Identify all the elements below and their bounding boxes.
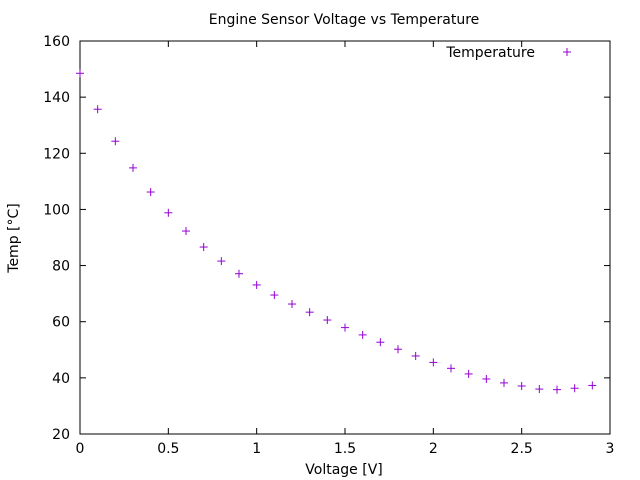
data-point: [76, 69, 84, 78]
y-tick-label: 60: [52, 315, 70, 331]
chart-title: Engine Sensor Voltage vs Temperature: [209, 12, 480, 28]
x-tick-label: 0.5: [157, 441, 179, 457]
data-point: [464, 369, 473, 378]
y-tick-label: 20: [52, 427, 70, 443]
data-point: [288, 300, 296, 309]
data-point: [553, 385, 561, 394]
legend: Temperature: [445, 45, 571, 61]
y-axis-ticks: [80, 40, 610, 435]
legend-marker: [563, 48, 571, 56]
data-point: [411, 351, 420, 360]
data-point: [111, 137, 120, 146]
data-point: [146, 188, 155, 197]
data-point: [217, 257, 226, 266]
data-point: [164, 208, 173, 217]
plot-frame: [79, 40, 611, 435]
data-point: [93, 105, 102, 114]
x-tick-label: 2: [429, 441, 438, 457]
y-axis-label: Temp [°C]: [6, 203, 22, 273]
data-point: [535, 385, 544, 394]
data-point: [588, 381, 597, 390]
x-tick-label: 2.5: [511, 441, 533, 457]
x-tick-label: 3: [606, 441, 615, 457]
data-point: [182, 227, 190, 236]
data-point: [447, 364, 455, 373]
data-point: [376, 338, 385, 347]
data-point: [500, 378, 508, 387]
x-tick-label: 1: [252, 441, 261, 457]
data-point: [358, 330, 367, 339]
legend-entry-label: Temperature: [445, 45, 535, 61]
x-axis-label: Voltage [V]: [305, 462, 382, 478]
y-axis-tick-labels: 20 40 60 80 100 120 140 160: [43, 34, 70, 443]
data-point: [323, 316, 332, 325]
x-axis-tick-labels: 0 0.5 1 1.5 2 2.5 3: [76, 441, 615, 457]
data-point: [482, 374, 491, 383]
x-tick-label: 0: [76, 441, 85, 457]
y-tick-label: 140: [43, 90, 70, 106]
x-tick-label: 1.5: [334, 441, 356, 457]
data-point: [129, 163, 137, 172]
data-point: [570, 384, 579, 393]
data-point: [252, 280, 261, 289]
y-tick-label: 100: [43, 202, 70, 218]
legend-marker-plus: [563, 48, 571, 56]
y-tick-label: 80: [52, 259, 70, 275]
data-point: [235, 269, 243, 278]
data-point: [429, 358, 438, 367]
y-tick-label: 120: [43, 146, 70, 162]
y-tick-label: 160: [43, 34, 70, 50]
data-point: [305, 308, 314, 317]
data-point: [199, 243, 208, 252]
data-point: [394, 345, 402, 354]
data-point: [517, 381, 526, 390]
x-axis-ticks: [79, 41, 611, 434]
y-tick-label: 40: [52, 371, 70, 387]
data-points: [76, 69, 597, 394]
data-point: [341, 323, 349, 332]
data-point: [270, 291, 279, 300]
